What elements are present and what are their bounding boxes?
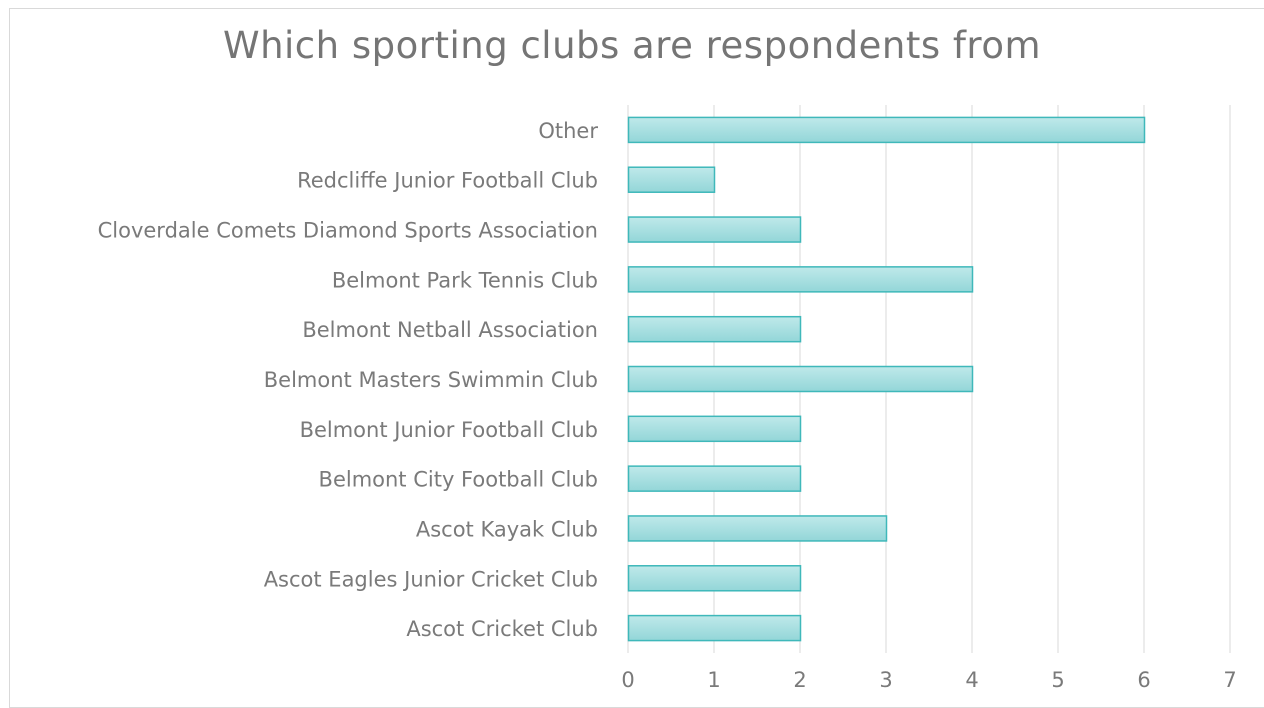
x-tick-label: 4 — [965, 668, 978, 692]
category-label: Ascot Cricket Club — [406, 617, 598, 641]
category-label: Cloverdale Comets Diamond Sports Associa… — [98, 219, 598, 243]
x-tick-label: 0 — [621, 668, 634, 692]
bar — [627, 266, 974, 293]
bar — [627, 216, 802, 243]
category-label: Belmont Netball Association — [302, 318, 598, 342]
bar — [627, 614, 802, 642]
bar — [627, 116, 1146, 144]
bar — [627, 166, 716, 193]
bar — [627, 365, 974, 393]
chart-title: Which sporting clubs are respondents fro… — [222, 24, 1042, 67]
x-axis-ticks: 0 1 2 3 4 5 6 7 — [621, 668, 1236, 692]
category-label: Belmont Park Tennis Club — [332, 268, 598, 292]
x-tick-label: 3 — [879, 668, 892, 692]
bars — [627, 116, 1146, 642]
category-label: Belmont Masters Swimmin Club — [264, 368, 598, 392]
bar — [627, 315, 802, 343]
category-label: Belmont Junior Football Club — [300, 418, 598, 442]
category-label: Ascot Kayak Club — [416, 517, 598, 541]
bar — [627, 565, 802, 592]
bar — [627, 465, 802, 492]
category-label: Belmont City Football Club — [319, 468, 598, 492]
category-label: Other — [538, 119, 598, 143]
x-tick-label: 2 — [793, 668, 806, 692]
bar — [627, 415, 802, 443]
x-tick-label: 1 — [707, 668, 720, 692]
bar — [627, 515, 888, 542]
x-tick-label: 6 — [1137, 668, 1150, 692]
x-tick-label: 5 — [1051, 668, 1064, 692]
category-labels: Ascot Cricket Club Ascot Eagles Junior Cr… — [98, 119, 599, 641]
x-tick-label: 7 — [1223, 668, 1236, 692]
category-label: Ascot Eagles Junior Cricket Club — [264, 567, 598, 591]
category-label: Redcliffe Junior Football Club — [297, 169, 598, 193]
